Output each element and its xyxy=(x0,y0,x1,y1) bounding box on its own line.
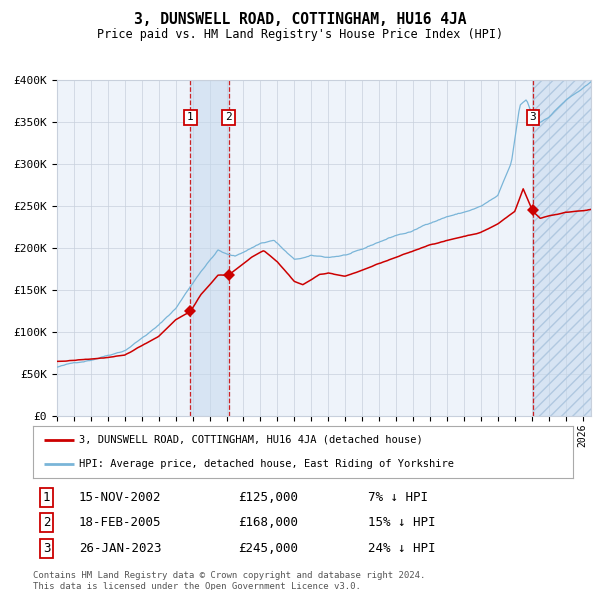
Text: 2: 2 xyxy=(225,113,232,123)
Text: 3, DUNSWELL ROAD, COTTINGHAM, HU16 4JA: 3, DUNSWELL ROAD, COTTINGHAM, HU16 4JA xyxy=(134,12,466,27)
Text: 1: 1 xyxy=(187,113,194,123)
Text: 3: 3 xyxy=(43,542,50,555)
Text: Contains HM Land Registry data © Crown copyright and database right 2024.
This d: Contains HM Land Registry data © Crown c… xyxy=(33,571,425,590)
Text: HPI: Average price, detached house, East Riding of Yorkshire: HPI: Average price, detached house, East… xyxy=(79,459,454,469)
Bar xyxy=(533,80,591,416)
Text: 24% ↓ HPI: 24% ↓ HPI xyxy=(368,542,436,555)
Text: 15% ↓ HPI: 15% ↓ HPI xyxy=(368,516,436,529)
Text: 15-NOV-2002: 15-NOV-2002 xyxy=(79,491,161,504)
Text: 2: 2 xyxy=(43,516,50,529)
Text: £168,000: £168,000 xyxy=(238,516,298,529)
Bar xyxy=(190,80,229,416)
Text: 26-JAN-2023: 26-JAN-2023 xyxy=(79,542,161,555)
Text: £245,000: £245,000 xyxy=(238,542,298,555)
Text: 7% ↓ HPI: 7% ↓ HPI xyxy=(368,491,428,504)
Text: Price paid vs. HM Land Registry's House Price Index (HPI): Price paid vs. HM Land Registry's House … xyxy=(97,28,503,41)
Text: 3: 3 xyxy=(529,113,536,123)
Text: 3, DUNSWELL ROAD, COTTINGHAM, HU16 4JA (detached house): 3, DUNSWELL ROAD, COTTINGHAM, HU16 4JA (… xyxy=(79,435,422,445)
Text: £125,000: £125,000 xyxy=(238,491,298,504)
Bar xyxy=(533,80,591,416)
Text: 1: 1 xyxy=(43,491,50,504)
Text: 18-FEB-2005: 18-FEB-2005 xyxy=(79,516,161,529)
